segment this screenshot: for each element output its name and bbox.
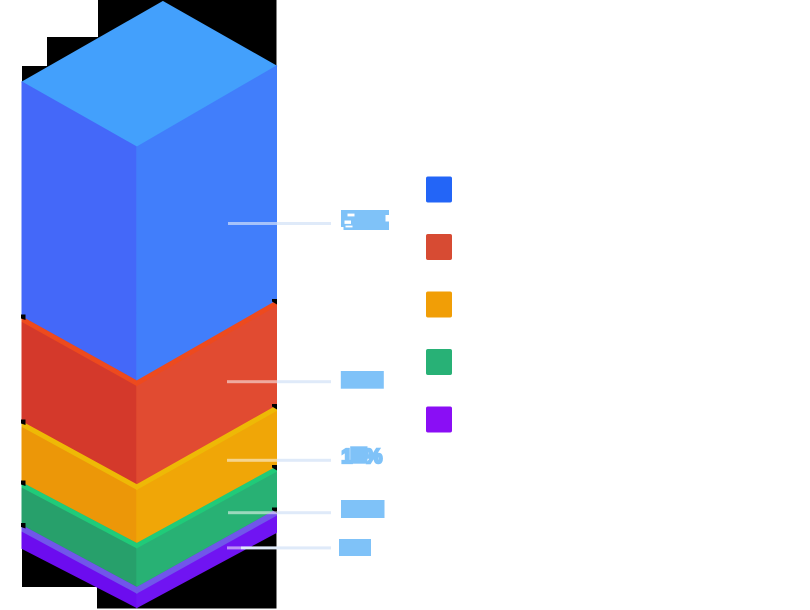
svg-text:1: 1 xyxy=(341,446,352,468)
svg-text:%: % xyxy=(365,446,383,468)
